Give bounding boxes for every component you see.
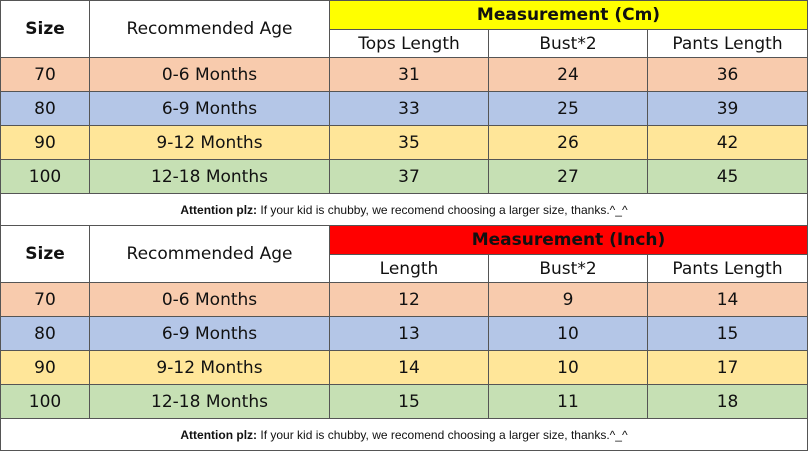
column-header-length: Length	[329, 254, 489, 283]
size-header: Size	[0, 0, 90, 58]
age-cell: 6-9 Months	[89, 91, 330, 126]
value-cell: 10	[488, 350, 648, 385]
attention-note: Attention plz: If your kid is chubby, we…	[0, 418, 809, 451]
attention-text: If your kid is chubby, we recomend choos…	[257, 202, 628, 217]
value-cell: 11	[488, 384, 648, 419]
column-header-pants-length: Pants Length	[646, 254, 809, 283]
measurement-title-cm: Measurement (Cm)	[328, 0, 809, 30]
column-header-tops-length: Tops Length	[329, 29, 489, 58]
value-cell: 24	[488, 57, 648, 92]
size-table-inch: Size Recommended Age Measurement (Inch) …	[0, 225, 809, 451]
table-row: 80 6-9 Months 13 10 15	[0, 316, 809, 351]
table-row: 90 9-12 Months 14 10 17	[0, 350, 809, 385]
size-cell: 100	[0, 384, 90, 419]
measurement-title-inch: Measurement (Inch)	[328, 225, 809, 255]
value-cell: 15	[646, 316, 809, 351]
value-cell: 26	[488, 125, 648, 160]
size-table-cm: Size Recommended Age Measurement (Cm) To…	[0, 0, 809, 226]
attention-text: If your kid is chubby, we recomend choos…	[257, 427, 628, 442]
size-cell: 90	[0, 125, 90, 160]
value-cell: 12	[329, 282, 489, 317]
value-cell: 36	[646, 57, 809, 92]
value-cell: 42	[646, 125, 809, 160]
age-header: Recommended Age	[89, 0, 330, 58]
table-row: 80 6-9 Months 33 25 39	[0, 91, 809, 126]
value-cell: 14	[646, 282, 809, 317]
size-cell: 100	[0, 159, 90, 194]
age-cell: 0-6 Months	[89, 57, 330, 92]
value-cell: 15	[329, 384, 489, 419]
attention-note: Attention plz: If your kid is chubby, we…	[0, 193, 809, 226]
value-cell: 27	[488, 159, 648, 194]
value-cell: 10	[488, 316, 648, 351]
value-cell: 35	[329, 125, 489, 160]
size-header: Size	[0, 225, 90, 283]
value-cell: 31	[329, 57, 489, 92]
value-cell: 33	[329, 91, 489, 126]
size-cell: 70	[0, 282, 90, 317]
table-row: 100 12-18 Months 15 11 18	[0, 384, 809, 419]
table-row: 100 12-18 Months 37 27 45	[0, 159, 809, 194]
value-cell: 39	[646, 91, 809, 126]
value-cell: 18	[646, 384, 809, 419]
column-header-bust: Bust*2	[488, 254, 648, 283]
age-cell: 6-9 Months	[89, 316, 330, 351]
table-row: 70 0-6 Months 12 9 14	[0, 282, 809, 317]
value-cell: 37	[329, 159, 489, 194]
value-cell: 25	[488, 91, 648, 126]
size-cell: 80	[0, 316, 90, 351]
value-cell: 13	[329, 316, 489, 351]
value-cell: 14	[329, 350, 489, 385]
age-header: Recommended Age	[89, 225, 330, 283]
age-cell: 0-6 Months	[89, 282, 330, 317]
size-cell: 70	[0, 57, 90, 92]
value-cell: 9	[488, 282, 648, 317]
age-cell: 9-12 Months	[89, 350, 330, 385]
attention-label: Attention plz:	[180, 202, 258, 217]
age-cell: 12-18 Months	[89, 159, 330, 194]
size-cell: 90	[0, 350, 90, 385]
value-cell: 45	[646, 159, 809, 194]
column-header-bust: Bust*2	[488, 29, 648, 58]
age-cell: 12-18 Months	[89, 384, 330, 419]
column-header-pants-length: Pants Length	[646, 29, 809, 58]
table-row: 70 0-6 Months 31 24 36	[0, 57, 809, 92]
attention-label: Attention plz:	[180, 427, 258, 442]
value-cell: 17	[646, 350, 809, 385]
age-cell: 9-12 Months	[89, 125, 330, 160]
table-row: 90 9-12 Months 35 26 42	[0, 125, 809, 160]
size-cell: 80	[0, 91, 90, 126]
